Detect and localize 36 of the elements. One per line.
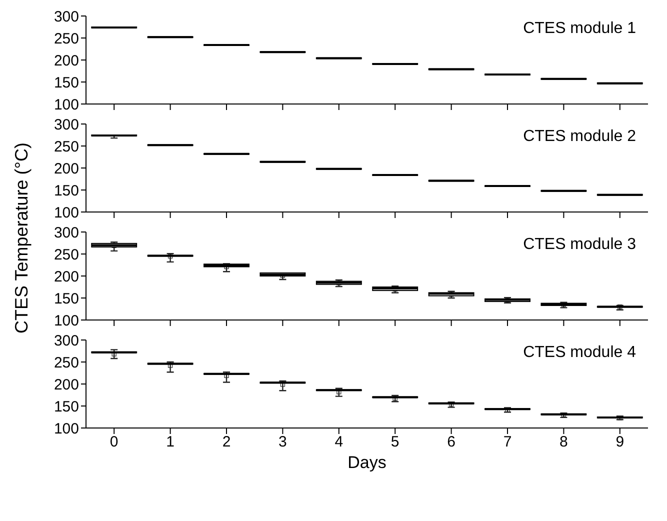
y-tick-label: 100: [54, 312, 79, 330]
annotation: CTES module 1: [523, 20, 636, 38]
y-tick-label: 250: [54, 246, 79, 264]
y-tick-label: 150: [54, 290, 79, 308]
y-tick-label: 300: [54, 224, 79, 242]
x-tick-label: 8: [560, 434, 568, 451]
y-tick-label: 300: [54, 116, 79, 134]
y-tick-label: 200: [54, 376, 79, 394]
x-tick-label: 6: [447, 434, 456, 451]
x-tick-label: 4: [334, 434, 344, 451]
y-tick-label: 300: [54, 332, 79, 350]
y-tick-label: 200: [54, 52, 79, 70]
annotation: CTES module 3: [523, 236, 636, 254]
y-tick-label: 150: [54, 398, 79, 416]
y-tick-label: 100: [54, 420, 79, 438]
annotation: CTES module 2: [523, 128, 636, 146]
y-tick-label: 200: [54, 268, 79, 286]
y-tick-label: 150: [54, 74, 79, 92]
x-tick-label: 3: [278, 434, 287, 451]
y-tick-label: 100: [54, 204, 79, 222]
y-tick-label: 250: [54, 354, 79, 372]
y-tick-label: 150: [54, 182, 79, 200]
x-tick-label: 9: [616, 434, 624, 451]
y-tick-label: 250: [54, 138, 79, 156]
annotation: CTES module 4: [523, 344, 636, 362]
y-tick-label: 300: [54, 8, 79, 26]
y-axis-title: CTES Temperature (°C): [12, 142, 32, 334]
x-tick-label: 0: [110, 434, 118, 451]
x-axis-title: Days: [348, 453, 386, 472]
x-tick-label: 7: [503, 434, 512, 451]
y-tick-label: 200: [54, 160, 79, 178]
y-tick-label: 100: [54, 96, 79, 114]
x-tick-label: 5: [390, 434, 400, 451]
x-tick-label: 1: [166, 434, 174, 451]
y-tick-label: 250: [54, 30, 79, 48]
x-tick-label: 2: [222, 434, 231, 451]
